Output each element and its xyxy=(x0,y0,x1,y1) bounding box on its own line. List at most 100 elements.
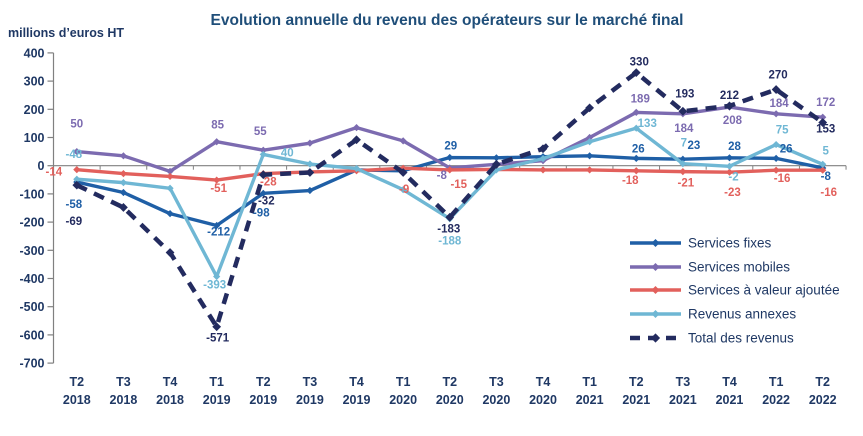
data-label-annexes-14: -2 xyxy=(728,171,738,183)
marker-annexes xyxy=(352,164,361,173)
data-label-fixes-16: -8 xyxy=(821,171,832,183)
legend-label-fixes: Services fixes xyxy=(688,236,772,251)
marker-annexes xyxy=(772,140,780,149)
x-axis-label-quarter: T1 xyxy=(769,375,784,389)
x-axis-label-quarter: T4 xyxy=(536,375,551,389)
marker-total xyxy=(491,159,501,169)
marker-total xyxy=(212,322,222,332)
marker-va xyxy=(819,166,827,174)
marker-fixes xyxy=(166,210,174,218)
marker-va xyxy=(119,169,128,178)
data-label-va-4: -28 xyxy=(260,177,277,189)
marker-fixes xyxy=(306,186,314,195)
marker-annexes xyxy=(166,184,174,192)
marker-annexes xyxy=(819,160,827,168)
legend-swatch-marker-mobiles xyxy=(651,263,660,271)
data-label-mobiles-12: 189 xyxy=(631,93,650,105)
marker-total xyxy=(398,168,408,177)
data-label-annexes-13: 7 xyxy=(681,138,687,150)
data-label-total-0: -69 xyxy=(65,216,82,228)
y-axis-label: -400 xyxy=(19,272,44,286)
y-axis-label: 200 xyxy=(24,103,45,117)
data-label-mobiles-13: 184 xyxy=(674,123,694,135)
data-label-annexes-0: -48 xyxy=(65,149,82,161)
marker-mobiles xyxy=(586,133,594,142)
data-label-annexes-8: -188 xyxy=(438,236,462,248)
y-axis-label: 0 xyxy=(38,159,45,173)
x-axis-label-quarter: T4 xyxy=(722,375,737,389)
x-axis-label-year: 2019 xyxy=(343,393,371,407)
marker-total xyxy=(631,68,641,78)
data-label-va-14: -23 xyxy=(724,187,741,199)
y-axis-label: -700 xyxy=(19,357,44,371)
marker-annexes xyxy=(632,124,640,132)
x-axis-label-year: 2020 xyxy=(389,393,417,407)
y-axis-label: 400 xyxy=(24,46,45,60)
marker-total xyxy=(165,248,175,257)
marker-annexes xyxy=(73,175,81,183)
marker-mobiles xyxy=(819,113,827,121)
x-axis-label-year: 2021 xyxy=(716,393,744,407)
data-label-va-15: -16 xyxy=(774,173,791,185)
data-label-total-4: -32 xyxy=(258,196,275,208)
data-label-mobiles-16: 172 xyxy=(816,97,835,109)
y-axis-label: -300 xyxy=(19,244,44,258)
y-axis-label: -100 xyxy=(19,187,44,201)
x-axis-labels: T2 2018 T3 2018 T4 2018 T1 2019 T2 2019 T3 2019 T4 20… xyxy=(63,375,837,407)
series-line-total xyxy=(75,70,825,329)
x-axis-label-year: 2018 xyxy=(156,393,184,407)
data-label-mobiles-4: 55 xyxy=(254,126,267,138)
marker-annexes xyxy=(725,162,734,170)
x-axis-label-quarter: T3 xyxy=(116,375,131,389)
y-axis-label: -500 xyxy=(19,300,44,314)
x-axis-label-year: 2019 xyxy=(296,393,324,407)
data-labels: 50 -48-14 -58 -69 85 -51 -212 -393 -571 55 40 -28 -3… xyxy=(45,57,837,345)
data-label-fixes-4: -98 xyxy=(253,207,270,219)
marker-fixes xyxy=(492,154,500,162)
x-axis-label-quarter: T2 xyxy=(442,375,457,389)
marker-va xyxy=(166,172,174,181)
marker-mobiles xyxy=(352,124,361,132)
series-line-mobiles xyxy=(76,105,823,174)
data-label-total-13: 193 xyxy=(675,88,694,100)
marker-mobiles xyxy=(306,139,314,147)
marker-va xyxy=(73,166,81,174)
marker-mobiles xyxy=(166,167,174,175)
x-axis-label-year: 2019 xyxy=(249,393,277,407)
x-axis-label-year: 2020 xyxy=(436,393,464,407)
marker-annexes xyxy=(306,160,314,168)
data-label-va-13: -21 xyxy=(678,178,695,190)
x-axis-label-year: 2022 xyxy=(809,393,837,407)
marker-va xyxy=(539,166,547,174)
marker-fixes xyxy=(259,189,267,197)
x-axis-label-quarter: T3 xyxy=(489,375,504,389)
data-label-fixes-14: 28 xyxy=(728,141,741,153)
x-axis-label-quarter: T2 xyxy=(629,375,644,389)
y-axis-label: -600 xyxy=(19,328,44,342)
marker-annexes xyxy=(679,160,687,168)
marker-mobiles xyxy=(632,108,640,117)
marker-total xyxy=(305,168,315,177)
data-label-mobiles-14: 208 xyxy=(723,115,743,127)
marker-va xyxy=(446,166,454,174)
data-label-total-16: 153 xyxy=(816,124,835,136)
data-label-va-12: -18 xyxy=(622,175,639,187)
legend-swatch-marker-annexes xyxy=(651,310,660,318)
marker-fixes xyxy=(772,154,780,162)
marker-total xyxy=(72,180,82,190)
marker-mobiles xyxy=(772,110,780,118)
marker-va xyxy=(213,176,221,184)
marker-total xyxy=(538,144,548,154)
marker-annexes xyxy=(586,138,594,146)
x-axis-label-quarter: T2 xyxy=(256,375,271,389)
marker-annexes xyxy=(539,155,547,163)
data-label-annexes-3: -393 xyxy=(203,280,226,292)
data-label-annexes-4: 40 xyxy=(281,147,294,159)
data-label-mobiles-8: -8 xyxy=(437,170,448,182)
legend-item-va: Services à valeur ajoutée xyxy=(630,283,840,298)
data-label-annexes-15: 75 xyxy=(776,125,789,137)
data-label-fixes-8: 29 xyxy=(444,141,457,153)
marker-total xyxy=(258,170,268,180)
